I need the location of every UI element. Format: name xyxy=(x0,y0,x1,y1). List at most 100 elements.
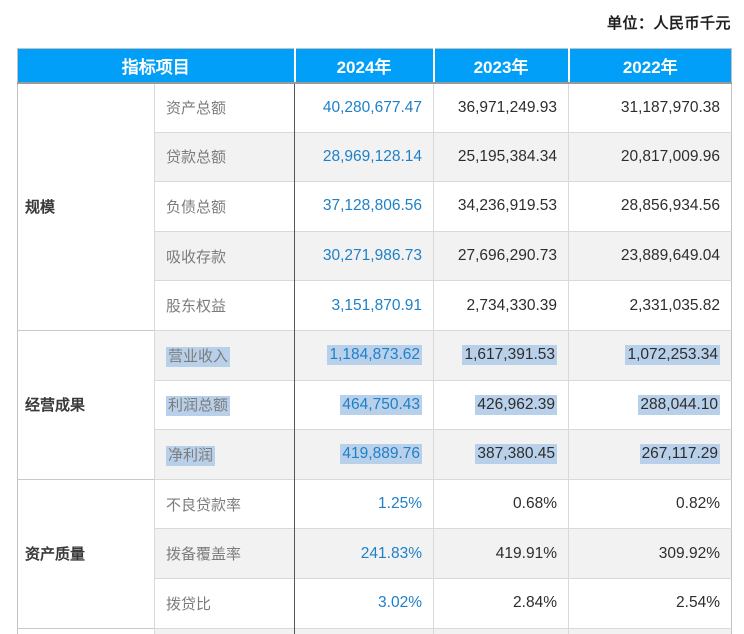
table-row: 利润总额 464,750.43 426,962.39 288,044.10 xyxy=(18,379,732,430)
cell-text: 419.91% xyxy=(495,544,557,562)
group-label: 资产质量 xyxy=(17,478,155,629)
cell-text: 27,696,290.73 xyxy=(457,247,557,265)
cell-text: 2.54% xyxy=(676,594,720,612)
table-row: 负债总额 37,128,806.56 34,236,919.53 28,856,934… xyxy=(18,181,732,232)
indicator-label: 不良贷款率 xyxy=(154,478,295,529)
empty-cell xyxy=(154,627,295,634)
value-2022: 31,187,970.38 xyxy=(568,82,732,133)
value-2024: 1,184,873.62 xyxy=(294,329,434,381)
empty-cell xyxy=(294,627,434,634)
value-2022: 20,817,009.96 xyxy=(568,131,732,182)
group-label: 经营成果 xyxy=(17,329,155,480)
value-2022: 1,072,253.34 xyxy=(568,329,732,381)
selected-text: 利润总额 xyxy=(166,396,231,417)
cell-text: 241.83% xyxy=(360,544,422,562)
value-2022: 2,331,035.82 xyxy=(568,280,732,331)
empty-cell xyxy=(568,627,732,634)
value-2024: 1.25% xyxy=(294,478,434,529)
header-year-2022: 2022年 xyxy=(567,48,732,84)
group-label: 规模 xyxy=(17,82,155,331)
cell-text: 0.68% xyxy=(513,495,557,513)
value-2023: 27,696,290.73 xyxy=(433,230,569,281)
selected-text: 426,962.39 xyxy=(475,394,557,415)
value-2024: 30,271,986.73 xyxy=(294,230,434,281)
cell-text: 2,734,330.39 xyxy=(466,296,557,314)
value-2024: 3.02% xyxy=(294,577,434,629)
value-2022: 0.82% xyxy=(568,478,732,529)
value-2022: 28,856,934.56 xyxy=(568,181,732,232)
cell-text: 吸收存款 xyxy=(166,248,227,266)
indicator-label: 拨备覆盖率 xyxy=(154,528,295,579)
table-row: 经营成果 营业收入 1,184,873.62 1,617,391.53 1,072,25… xyxy=(17,329,732,480)
indicator-label: 负债总额 xyxy=(154,181,295,232)
cell-text: 拨备覆盖率 xyxy=(166,546,242,564)
table-section: 规模 资产总额 40,280,677.47 36,971,249.93 31,187,9… xyxy=(17,82,732,331)
cell-text: 23,889,649.04 xyxy=(620,247,720,265)
table-row: 贷款总额 28,969,128.14 25,195,384.34 20,817,009… xyxy=(18,131,732,182)
cell-text: 30,271,986.73 xyxy=(322,247,422,265)
table-row-partial xyxy=(17,627,732,634)
cell-text: 0.82% xyxy=(676,495,720,513)
selected-text: 288,044.10 xyxy=(638,394,720,415)
table-row: 资产质量 不良贷款率 1.25% 0.68% 0.82% xyxy=(17,478,732,629)
table-row: 净利润 419,889.76 387,380.45 267,117.29 xyxy=(18,429,732,480)
header-year-2023: 2023年 xyxy=(432,48,569,84)
value-2023: 2,734,330.39 xyxy=(433,280,569,331)
header-year-2024: 2024年 xyxy=(293,48,434,84)
selected-text: 419,889.76 xyxy=(340,444,422,465)
cell-text: 34,236,919.53 xyxy=(457,197,557,215)
cell-text: 资产总额 xyxy=(166,100,227,118)
value-2024: 419,889.76 xyxy=(294,429,434,480)
value-2023: 426,962.39 xyxy=(433,379,569,430)
cell-text: 309.92% xyxy=(658,544,720,562)
value-2023: 419.91% xyxy=(433,528,569,579)
cell-text: 负债总额 xyxy=(166,198,227,216)
cell-text: 25,195,384.34 xyxy=(457,147,557,165)
indicator-label: 拨贷比 xyxy=(154,577,295,629)
cell-text: 股东权益 xyxy=(166,298,227,316)
value-2023: 36,971,249.93 xyxy=(433,82,569,133)
table-row: 拨贷比 3.02% 2.84% 2.54% xyxy=(18,577,732,629)
unit-label: 单位：人民币千元 xyxy=(606,15,731,32)
financial-indicators-table: 指标项目 2024年 2023年 2022年 规模 资产总额 40,280,677.… xyxy=(17,48,732,634)
empty-cell xyxy=(433,627,569,634)
selected-text: 1,617,391.53 xyxy=(462,345,557,366)
table-row: 拨备覆盖率 241.83% 419.91% 309.92% xyxy=(18,528,732,579)
indicator-label: 营业收入 xyxy=(154,329,295,381)
value-2023: 34,236,919.53 xyxy=(433,181,569,232)
table-row: 股东权益 3,151,870.91 2,734,330.39 2,331,035.82 xyxy=(18,280,732,331)
value-2022: 267,117.29 xyxy=(568,429,732,480)
cell-text: 不良贷款率 xyxy=(166,496,242,514)
cell-text: 3.02% xyxy=(378,594,422,612)
value-2022: 23,889,649.04 xyxy=(568,230,732,281)
value-2022: 309.92% xyxy=(568,528,732,579)
indicator-label: 吸收存款 xyxy=(154,230,295,281)
cell-text: 36,971,249.93 xyxy=(457,98,557,116)
value-2023: 387,380.45 xyxy=(433,429,569,480)
value-2024: 28,969,128.14 xyxy=(294,131,434,182)
cell-text: 20,817,009.96 xyxy=(620,147,720,165)
header-indicator-title: 指标项目 xyxy=(17,48,295,84)
table-section: 资产质量 不良贷款率 1.25% 0.68% 0.82% 拨备覆盖率 241.83% 419.… xyxy=(17,478,732,629)
cell-text: 3,151,870.91 xyxy=(331,296,422,314)
value-2024: 464,750.43 xyxy=(294,379,434,430)
value-2023: 1,617,391.53 xyxy=(433,329,569,381)
indicator-label: 资产总额 xyxy=(154,82,295,133)
value-2024: 40,280,677.47 xyxy=(294,82,434,133)
cell-text: 37,128,806.56 xyxy=(322,197,422,215)
cell-text: 40,280,677.47 xyxy=(322,98,422,116)
cell-text: 28,969,128.14 xyxy=(322,147,422,165)
cell-text: 31,187,970.38 xyxy=(620,98,720,116)
selected-text: 387,380.45 xyxy=(475,444,557,465)
indicator-label: 贷款总额 xyxy=(154,131,295,182)
cell-text: 2.84% xyxy=(513,594,557,612)
table-row: 吸收存款 30,271,986.73 27,696,290.73 23,889,649… xyxy=(18,230,732,281)
selected-text: 1,072,253.34 xyxy=(625,345,720,366)
cell-text: 2,331,035.82 xyxy=(629,296,720,314)
value-2023: 0.68% xyxy=(433,478,569,529)
indicator-label: 净利润 xyxy=(154,429,295,480)
indicator-label: 利润总额 xyxy=(154,379,295,430)
selected-text: 净利润 xyxy=(166,445,216,466)
table-row: 规模 资产总额 40,280,677.47 36,971,249.93 31,187,9… xyxy=(17,82,732,331)
